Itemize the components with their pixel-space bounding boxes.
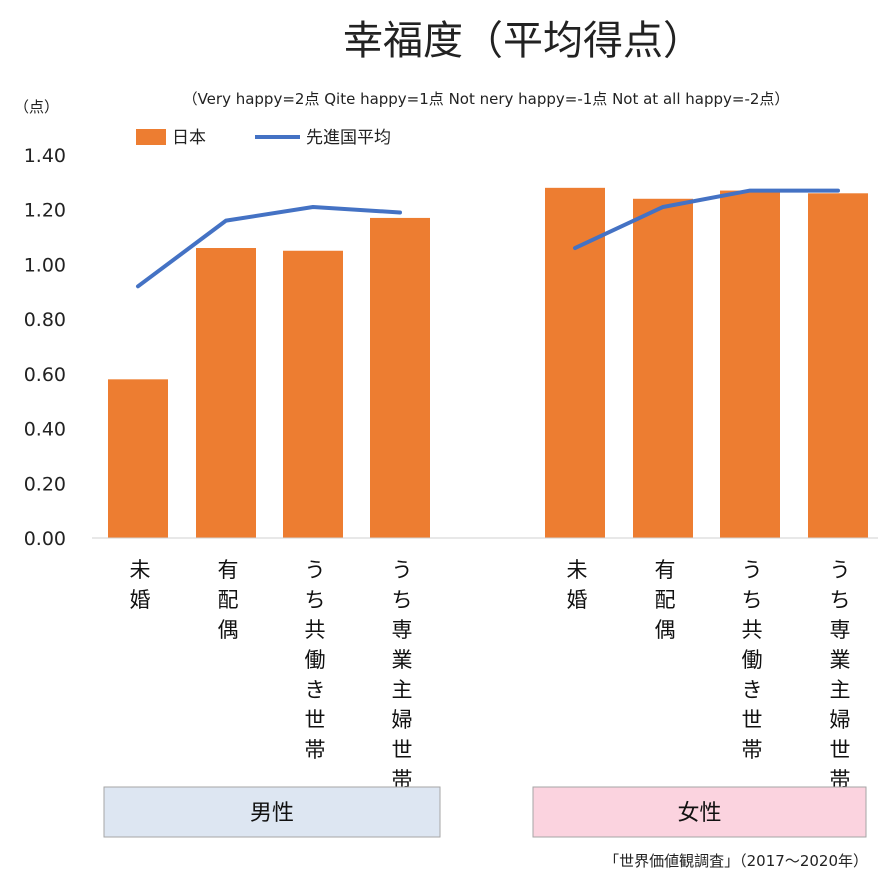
y-unit-label: （点）	[14, 98, 59, 116]
y-tick-label: 0.80	[24, 309, 66, 331]
group-box-female	[532, 786, 867, 838]
y-tick-label: 1.00	[24, 254, 66, 276]
x-category-label: うち専業主婦世帯	[830, 558, 851, 792]
bar-series	[108, 187, 868, 539]
legend: 日本 先進国平均	[136, 128, 391, 148]
group-label-male: 男性	[250, 801, 294, 826]
source-note: 「世界価値観調査」（2017～2020年）	[604, 852, 868, 870]
legend-label-bar: 日本	[172, 128, 206, 148]
bar-female-3	[808, 193, 868, 539]
x-category-label: うち専業主婦世帯	[392, 558, 413, 792]
line-series	[136, 188, 840, 289]
group-labels: 男性 女性	[103, 786, 867, 838]
line-female	[573, 188, 840, 251]
x-category-label: 未婚	[130, 558, 151, 612]
x-category-label: 有配偶	[655, 558, 676, 642]
line-male	[136, 204, 402, 289]
x-category-label: 未婚	[567, 558, 588, 612]
group-label-female: 女性	[677, 801, 721, 826]
bar-male-0	[108, 379, 168, 538]
y-tick-label: 0.20	[24, 473, 66, 495]
y-tick-label: 1.20	[24, 200, 66, 222]
y-tick-label: 0.40	[24, 419, 66, 441]
chart-title: 幸福度（平均得点）	[343, 18, 703, 64]
x-category-label: 有配偶	[218, 558, 239, 642]
category-labels: 未婚 有配偶 うち共働き世帯 うち専業主婦世帯 未婚 有配偶 うち共働き世帯 うち専業主婦世帯	[130, 558, 851, 792]
bar-male-1	[196, 248, 256, 538]
bar-male-3	[370, 217, 430, 538]
group-box-male	[103, 786, 441, 838]
y-axis: 0.00 0.20 0.40 0.60 0.80 1.00 1.20 1.40	[24, 145, 66, 550]
legend-label-line: 先進国平均	[306, 128, 391, 148]
bar-male-2	[283, 250, 343, 538]
bar-female-1	[633, 198, 693, 538]
y-tick-label: 1.40	[24, 145, 66, 167]
chart-subtitle: （Very happy=2点 Qite happy=1点 Not nery ha…	[183, 90, 790, 108]
legend-swatch-bar	[136, 129, 166, 145]
x-category-label: うち共働き世帯	[305, 558, 326, 762]
y-tick-label: 0.00	[24, 528, 66, 550]
y-tick-label: 0.60	[24, 364, 66, 386]
x-category-label: うち共働き世帯	[742, 558, 763, 762]
bar-female-2	[720, 190, 780, 539]
